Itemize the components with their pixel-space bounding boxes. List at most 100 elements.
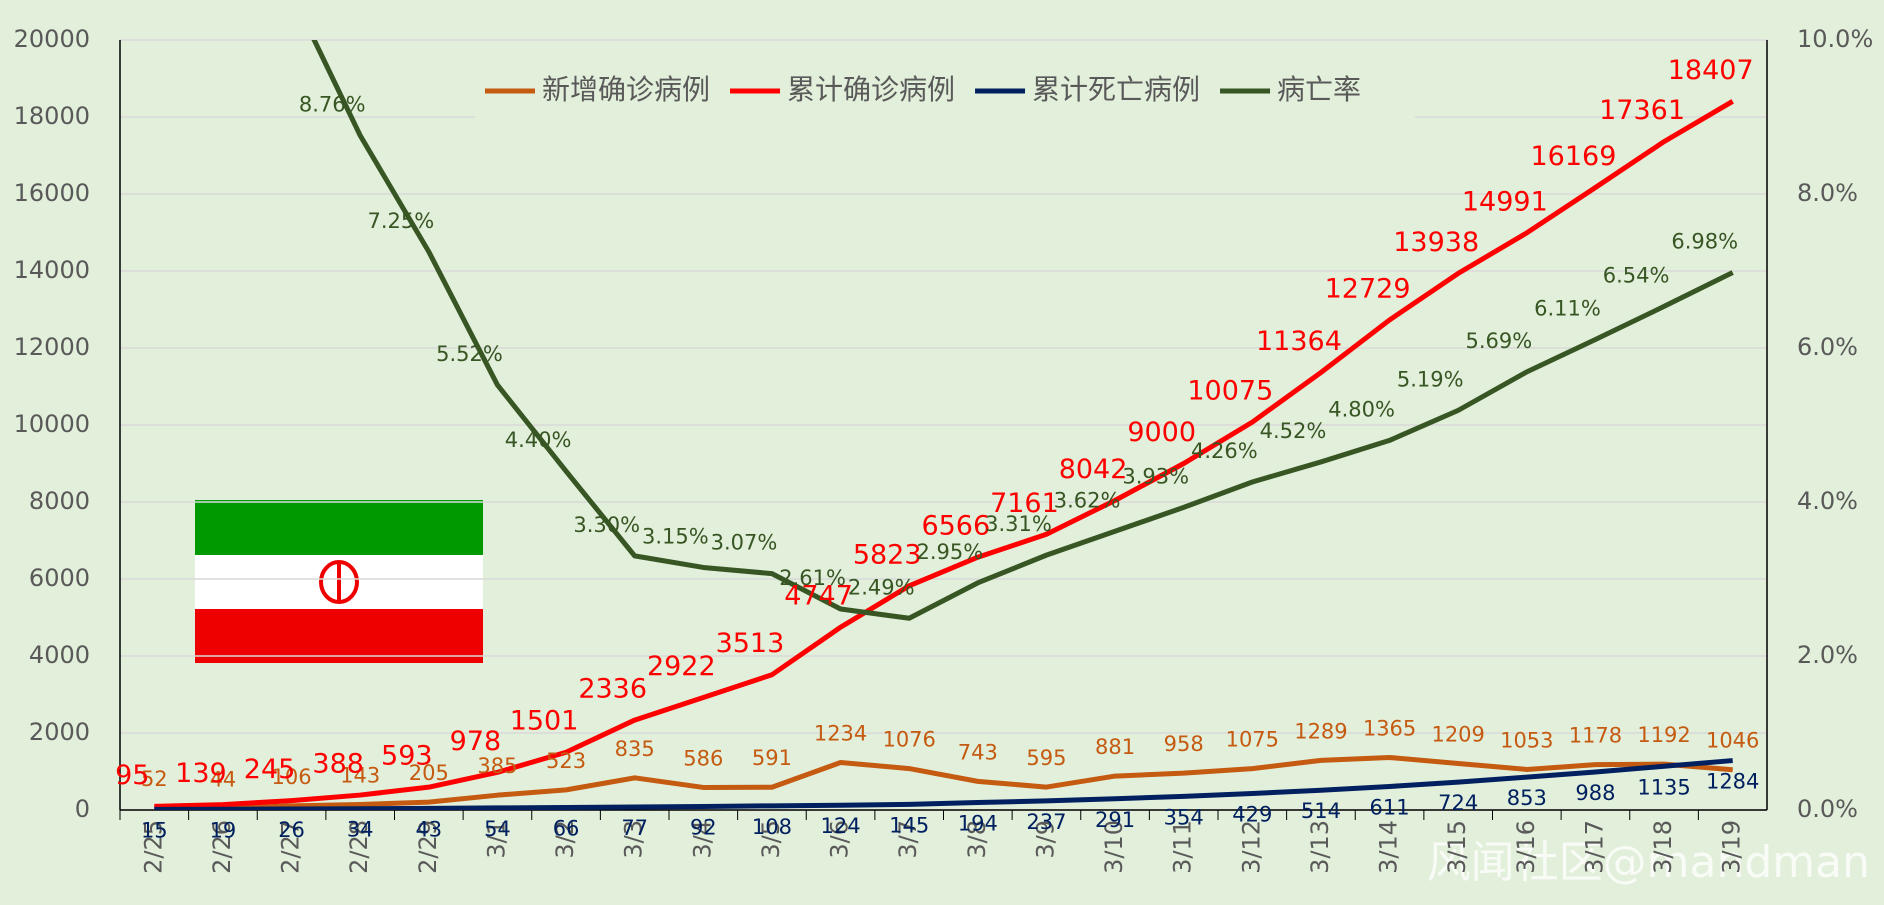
line-series xyxy=(154,754,1733,810)
data-label: 6.11% xyxy=(1534,297,1601,321)
y-tick-label: 18000 xyxy=(14,102,90,130)
legend-label: 新增确诊病例 xyxy=(542,73,710,106)
data-label: 881 xyxy=(1095,735,1135,759)
data-label: 54 xyxy=(484,817,511,841)
x-tick-label: 2/25 xyxy=(139,820,167,874)
data-label: 388 xyxy=(312,749,364,780)
x-tick-label: 3/12 xyxy=(1237,820,1265,874)
data-label: 9000 xyxy=(1127,417,1196,448)
data-label: 7161 xyxy=(990,488,1059,519)
data-label: 1209 xyxy=(1431,722,1484,746)
data-label: 44 xyxy=(210,767,237,791)
data-label: 5.69% xyxy=(1465,329,1532,353)
data-label: 586 xyxy=(683,746,723,770)
data-label: 3513 xyxy=(716,628,785,659)
data-label: 853 xyxy=(1507,786,1547,810)
line-series xyxy=(154,758,1733,810)
data-label: 4.26% xyxy=(1191,439,1258,463)
data-label: 1076 xyxy=(882,728,935,752)
data-label: 18407 xyxy=(1668,55,1754,86)
data-label: 43 xyxy=(415,817,442,841)
data-label: 3.62% xyxy=(1054,488,1121,512)
y2-tick-label: 0.0% xyxy=(1797,795,1858,823)
data-label: 16169 xyxy=(1530,141,1616,172)
data-label: 429 xyxy=(1232,802,1272,826)
data-label: 12729 xyxy=(1325,273,1411,304)
data-label: 4.52% xyxy=(1260,419,1327,443)
y-tick-label: 8000 xyxy=(29,487,90,515)
x-tick-label: 3/18 xyxy=(1649,820,1677,874)
y-tick-label: 14000 xyxy=(14,256,90,284)
data-label: 1234 xyxy=(814,721,867,745)
data-label: 611 xyxy=(1370,795,1410,819)
y2-tick-label: 10.0% xyxy=(1797,25,1873,53)
data-label: 124 xyxy=(821,814,861,838)
x-tick-label: 2/28 xyxy=(345,820,373,874)
plot-area xyxy=(154,40,1734,810)
y-tick-label: 16000 xyxy=(14,179,90,207)
data-label: 8.76% xyxy=(299,92,366,116)
data-label: 4747 xyxy=(784,581,853,612)
legend-label: 累计确诊病例 xyxy=(787,73,955,106)
data-label: 143 xyxy=(340,763,380,787)
data-label: 291 xyxy=(1095,808,1135,832)
data-label: 354 xyxy=(1164,805,1204,829)
x-tick-label: 3/9 xyxy=(1031,820,1059,859)
data-label: 3.93% xyxy=(1122,464,1189,488)
watermark: 风闻社区@mandman xyxy=(1427,837,1870,888)
data-label: 95 xyxy=(115,760,149,791)
data-label: 6.54% xyxy=(1603,263,1670,287)
data-label: 835 xyxy=(615,737,655,761)
y2-tick-label: 4.0% xyxy=(1797,487,1858,515)
y2-tick-label: 6.0% xyxy=(1797,333,1858,361)
data-label: 1501 xyxy=(510,706,579,737)
data-label: 2.61% xyxy=(779,566,846,590)
data-label: 6566 xyxy=(921,511,990,542)
y-tick-label: 12000 xyxy=(14,333,90,361)
x-tick-label: 3/1 xyxy=(482,820,510,859)
data-label: 523 xyxy=(546,749,586,773)
line-series xyxy=(311,40,1734,621)
x-tick-label: 3/16 xyxy=(1512,820,1540,874)
data-label: 5.19% xyxy=(1397,367,1464,391)
data-label: 1075 xyxy=(1226,728,1279,752)
data-label: 591 xyxy=(752,746,792,770)
y2-tick-label: 8.0% xyxy=(1797,179,1858,207)
x-tick-label: 3/3 xyxy=(620,820,648,859)
x-tick-label: 3/17 xyxy=(1580,820,1608,874)
data-label: 145 xyxy=(889,813,929,837)
data-label: 978 xyxy=(450,726,502,757)
data-label: 1053 xyxy=(1500,728,1553,752)
x-tick-label: 3/2 xyxy=(551,820,579,859)
y-tick-label: 20000 xyxy=(14,25,90,53)
x-tick-label: 2/26 xyxy=(208,820,236,874)
data-label: 2922 xyxy=(647,651,716,682)
data-label: 194 xyxy=(958,812,998,836)
legend-label: 累计死亡病例 xyxy=(1032,73,1200,106)
data-label: 1046 xyxy=(1706,729,1759,753)
y-tick-label: 0 xyxy=(75,795,90,823)
data-label: 34 xyxy=(347,818,374,842)
data-label: 3.30% xyxy=(573,513,640,537)
data-label: 958 xyxy=(1164,732,1204,756)
data-label: 595 xyxy=(1026,746,1066,770)
data-label: 743 xyxy=(958,740,998,764)
data-label: 514 xyxy=(1301,799,1341,823)
data-label: 15 xyxy=(141,818,168,842)
data-label: 11364 xyxy=(1256,326,1342,357)
data-label: 13938 xyxy=(1393,227,1479,258)
data-label: 205 xyxy=(409,761,449,785)
x-tick-label: 3/11 xyxy=(1169,820,1197,874)
data-label: 19 xyxy=(210,818,237,842)
x-tick-label: 3/13 xyxy=(1306,820,1334,874)
x-tick-label: 3/10 xyxy=(1100,820,1128,874)
line-series xyxy=(154,99,1734,809)
x-tick-label: 3/19 xyxy=(1718,820,1746,874)
data-label: 1289 xyxy=(1294,719,1347,743)
x-tick-label: 3/6 xyxy=(826,820,854,859)
data-label: 4.40% xyxy=(505,428,572,452)
data-label: 1135 xyxy=(1637,775,1690,799)
data-label: 106 xyxy=(272,765,312,789)
x-tick-label: 3/14 xyxy=(1375,820,1403,874)
data-label: 1192 xyxy=(1637,723,1690,747)
